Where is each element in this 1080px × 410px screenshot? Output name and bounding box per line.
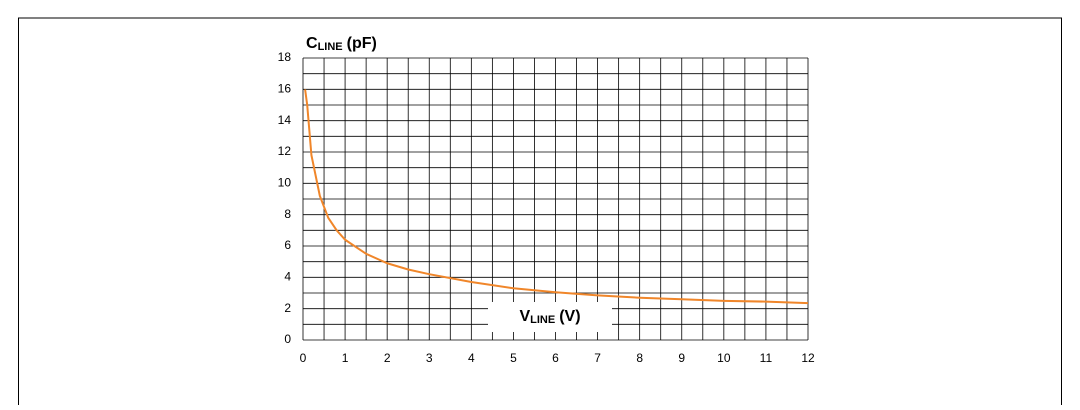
x-tick-label: 12 <box>801 351 815 365</box>
x-tick-label: 8 <box>636 351 643 365</box>
y-tick-label: 18 <box>278 50 292 64</box>
y-tick-label: 4 <box>284 270 291 284</box>
x-title-sub: LINE <box>530 314 555 326</box>
marks <box>304 89 809 305</box>
x-axis-title: VLINE (V) <box>519 308 580 326</box>
y-title-sub: LINE <box>318 41 343 53</box>
x-tick-label: 9 <box>678 351 685 365</box>
x-tick-label: 4 <box>468 351 475 365</box>
x-tick-label: 6 <box>552 351 559 365</box>
x-tick-label: 2 <box>384 351 391 365</box>
x-title-box <box>488 302 612 332</box>
x-tick-label: 3 <box>426 351 433 365</box>
y-axis-title: CLINE (pF) <box>306 35 377 53</box>
x-tick-label: 5 <box>510 351 517 365</box>
y-tick-label: 0 <box>284 332 291 346</box>
x-tick-label: 10 <box>717 351 731 365</box>
x-tick-label: 11 <box>760 351 773 365</box>
y-tick-label: 8 <box>284 207 291 221</box>
y-tick-label: 12 <box>278 144 292 158</box>
y-tick-label: 14 <box>278 113 292 127</box>
y-tick-label: 16 <box>278 82 292 96</box>
y-title-unit: (pF) <box>347 35 377 52</box>
x-tick-label: 7 <box>594 351 601 365</box>
x-title-main: V <box>519 308 530 325</box>
y-title-main: C <box>306 35 318 52</box>
curve <box>304 89 809 305</box>
y-tick-label: 6 <box>284 238 291 252</box>
x-tick-label: 0 <box>300 351 307 365</box>
y-tick-label: 2 <box>284 301 291 315</box>
y-tick-label: 10 <box>278 176 292 190</box>
x-tick-label: 1 <box>342 351 349 365</box>
grid <box>302 57 809 341</box>
x-title-unit: (V) <box>559 308 580 325</box>
